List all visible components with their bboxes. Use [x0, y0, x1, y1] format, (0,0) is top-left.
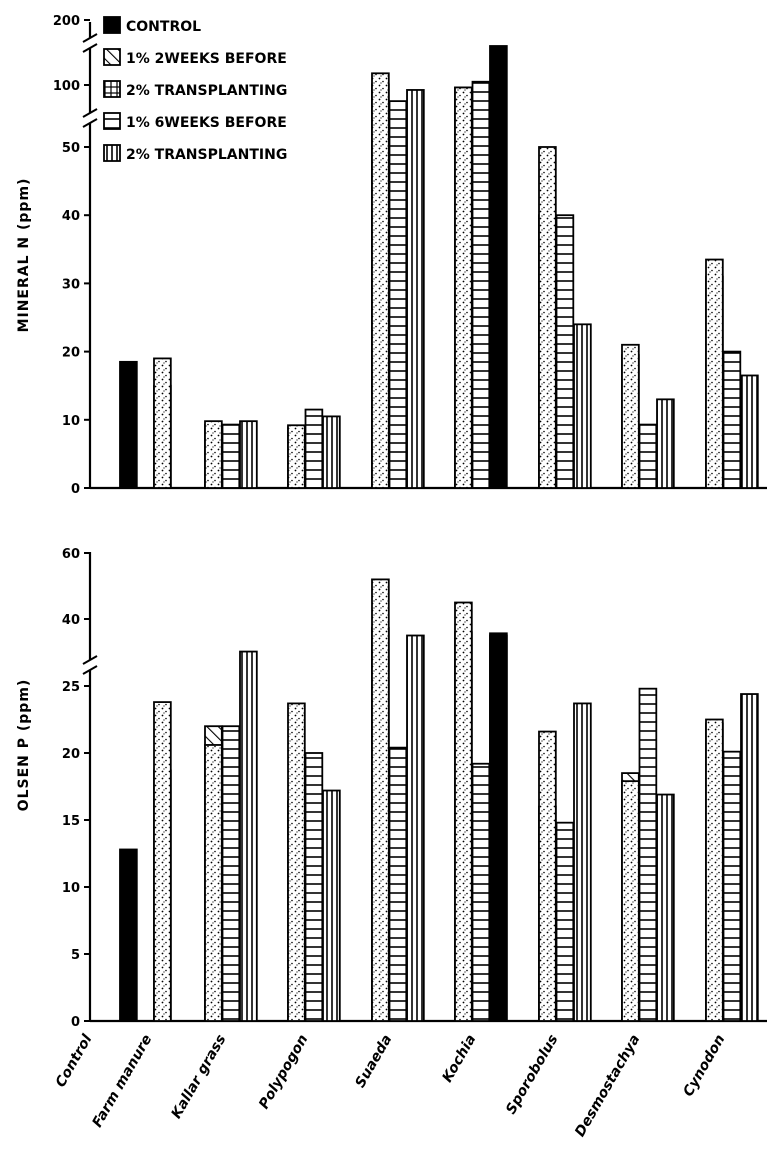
bar-mineral-n — [489, 45, 508, 489]
bar-mineral-n — [555, 214, 575, 489]
y-tick-label: 40 — [62, 613, 80, 628]
bar-olsen-p — [388, 746, 408, 1022]
bar-olsen-p — [406, 634, 425, 1022]
bar-mineral-n — [153, 357, 172, 489]
axis-break-mark — [82, 118, 98, 128]
bar-olsen-p — [705, 718, 724, 1022]
legend-swatch — [103, 112, 121, 130]
legend-label: 2% TRANSPLANTING — [126, 147, 287, 163]
bar-mineral-n — [656, 398, 675, 489]
y-axis-label: OLSEN P (ppm) — [16, 679, 32, 812]
legend-swatch — [103, 48, 121, 66]
bar-olsen-p — [119, 848, 138, 1022]
axis-break-mark — [82, 43, 98, 53]
chart-legend: CONTROL 1% 2WEEKS BEFORE 2% TRANSPLANTING 1… — [103, 16, 287, 163]
bar-mineral-n — [371, 72, 390, 489]
legend-label: 2% TRANSPLANTING — [126, 83, 287, 99]
bar-olsen-p — [239, 650, 258, 1022]
category-label: Desmostachya — [572, 1032, 643, 1140]
y-tick-label: 0 — [71, 482, 80, 497]
bar-olsen-p — [287, 702, 306, 1022]
y-tick-label: 100 — [53, 79, 80, 94]
bar-mineral-n — [119, 360, 138, 489]
bar-olsen-p — [322, 789, 341, 1022]
axis-break-mark — [82, 108, 98, 118]
bar-mineral-n — [705, 258, 724, 489]
y-tick-label: 60 — [62, 547, 80, 562]
bar-mineral-n — [638, 423, 658, 489]
mineral-n-panel: 0 10 20 30 40 50 100 200 MINERAL N (ppm) — [16, 14, 767, 497]
bar-mineral-n — [221, 423, 241, 489]
legend-swatch — [103, 16, 121, 34]
category-label: Farm manure — [90, 1032, 156, 1130]
legend-label: CONTROL — [126, 19, 201, 35]
category-label: Polypogon — [256, 1032, 311, 1112]
bar-mineral-n — [239, 420, 258, 489]
legend-swatch — [103, 80, 121, 98]
bar-mineral-n — [304, 408, 324, 489]
category-label: Kochia — [439, 1032, 479, 1085]
y-tick-label: 50 — [62, 141, 80, 156]
y-tick-label: 10 — [62, 881, 80, 896]
bar-mineral-n — [573, 323, 592, 489]
y-tick-label: 30 — [62, 277, 80, 292]
bar-mineral-n — [538, 146, 557, 489]
bar-olsen-p — [638, 687, 658, 1022]
category-label: Suaeda — [352, 1032, 395, 1091]
y-tick-label: 20 — [62, 747, 80, 762]
bar-mineral-n — [204, 420, 223, 489]
bar-olsen-p — [153, 701, 172, 1022]
y-tick-label: 200 — [53, 14, 80, 29]
bar-olsen-p — [555, 821, 575, 1022]
bar-olsen-p — [371, 578, 390, 1022]
bar-olsen-p — [573, 702, 592, 1022]
bar-olsen-p — [304, 752, 324, 1022]
bar-olsen-p — [489, 632, 508, 1022]
category-label: Kallar grass — [169, 1032, 230, 1122]
axis-break-mark — [82, 655, 98, 665]
bar-olsen-p — [538, 730, 557, 1022]
bar-mineral-n — [454, 86, 473, 489]
y-axis-label: MINERAL N (ppm) — [16, 178, 32, 333]
bar-olsen-p — [621, 780, 640, 1022]
bar-mineral-n — [322, 415, 341, 489]
y-tick-label: 20 — [62, 346, 80, 361]
axis-break-mark — [82, 665, 98, 675]
category-label: Sporobolus — [503, 1032, 561, 1117]
y-tick-label: 0 — [71, 1015, 80, 1030]
y-tick-label: 5 — [71, 948, 80, 963]
bar-olsen-p — [221, 725, 241, 1022]
bar-mineral-n — [388, 100, 408, 489]
legend-label: 1% 2WEEKS BEFORE — [126, 51, 287, 67]
bar-mineral-n — [471, 80, 491, 489]
y-tick-label: 40 — [62, 209, 80, 224]
category-label: Control — [53, 1032, 96, 1090]
y-tick-label: 10 — [62, 414, 80, 429]
bar-mineral-n — [722, 350, 742, 489]
bar-olsen-p — [722, 750, 742, 1022]
bar-mineral-n — [287, 424, 306, 489]
bar-olsen-p — [740, 693, 759, 1022]
y-tick-label: 25 — [62, 680, 80, 695]
bar-mineral-n — [406, 89, 425, 489]
bar-mineral-n — [621, 343, 640, 489]
legend-swatch — [103, 144, 121, 162]
bar-olsen-p — [656, 793, 675, 1022]
y-tick-label: 15 — [62, 814, 80, 829]
category-label: Cynodon — [680, 1032, 728, 1099]
bar-olsen-p — [471, 762, 491, 1022]
bar-olsen-p — [204, 744, 223, 1022]
legend-label: 1% 6WEEKS BEFORE — [126, 115, 287, 131]
bar-olsen-p — [454, 601, 473, 1022]
axis-break-mark — [82, 33, 98, 43]
bar-mineral-n — [740, 374, 759, 489]
